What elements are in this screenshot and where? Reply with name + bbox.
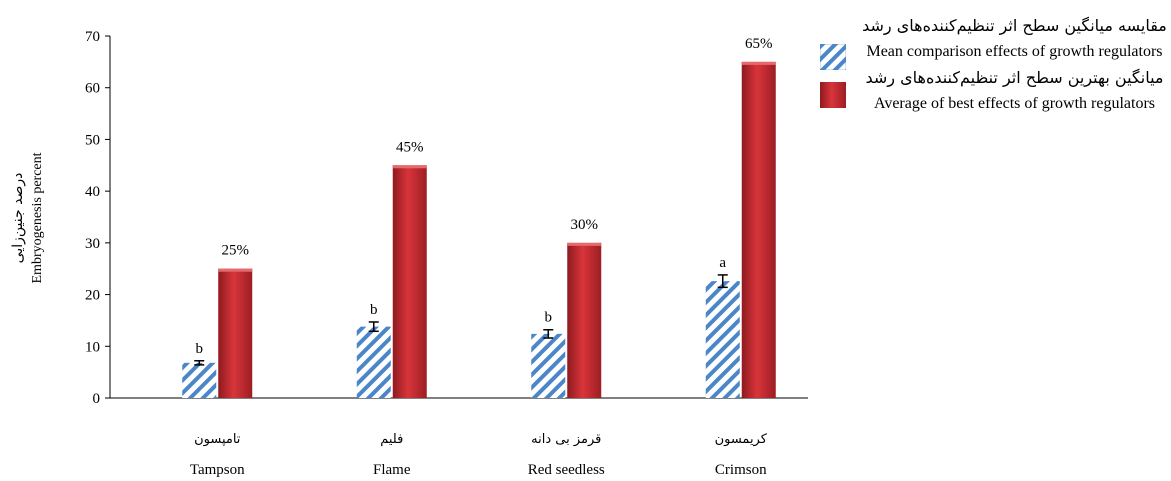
y-axis-label-fa: درصد جنین‌زایی xyxy=(10,173,26,264)
bar-best-top-highlight xyxy=(218,268,253,272)
significance-label: b xyxy=(370,302,378,318)
y-tick-label: 50 xyxy=(85,132,100,148)
bar-best xyxy=(392,165,427,398)
bars: b 25% b 45% b 30% a 65% xyxy=(182,36,776,398)
bar-best-top-highlight xyxy=(741,61,776,65)
percent-label: 30% xyxy=(571,217,599,233)
significance-label: b xyxy=(196,341,204,357)
bar-mean xyxy=(705,281,740,398)
legend-mean-fa: مقایسه میانگین سطح اثر تنظیم‌کننده‌های ر… xyxy=(862,16,1167,35)
category-labels: تامپسون Tampson فلیم Flame قرمز بی دانه Red s… xyxy=(190,432,768,478)
percent-label: 45% xyxy=(396,139,424,155)
y-tick-label: 10 xyxy=(85,339,100,355)
bar-best xyxy=(567,242,602,398)
axes xyxy=(105,35,808,399)
category-label-en: Tampson xyxy=(190,462,245,478)
y-tick-labels: 0 10 20 30 40 50 60 70 xyxy=(85,29,100,407)
bar-chart: 0 10 20 30 40 50 60 70 b 25% b 45% b 30% a 65% تامپسون… xyxy=(10,29,808,478)
y-tick-label: 20 xyxy=(85,288,100,304)
category-label-en: Red seedless xyxy=(528,462,605,478)
bar-mean xyxy=(356,326,391,398)
bar-best xyxy=(218,268,253,398)
category-label-fa: فلیم xyxy=(380,432,403,447)
legend-best-en: Average of best effects of growth regula… xyxy=(873,95,1156,112)
y-tick-label: 70 xyxy=(85,29,100,45)
category-label-en: Flame xyxy=(373,462,411,478)
legend: مقایسه میانگین سطح اثر تنظیم‌کننده‌های ر… xyxy=(820,10,1171,114)
category-label-fa: تامپسون xyxy=(194,432,241,447)
bar-best-top-highlight xyxy=(392,165,427,169)
significance-label: b xyxy=(545,310,553,326)
bar-mean xyxy=(531,333,566,398)
significance-label: a xyxy=(719,255,726,271)
y-tick-label: 60 xyxy=(85,81,100,97)
percent-label: 65% xyxy=(745,36,773,52)
category-label-fa: کریمسون xyxy=(715,432,768,447)
bar-best xyxy=(741,61,776,398)
legend-mean-en: Mean comparison effects of growth regula… xyxy=(866,43,1163,60)
legend-entry-mean: مقایسه میانگین سطح اثر تنظیم‌کننده‌های ر… xyxy=(820,10,1171,70)
legend-best-fa: میانگین بهترین سطح اثر تنظیم‌کننده‌های ر… xyxy=(865,68,1164,87)
legend-entry-best: میانگین بهترین سطح اثر تنظیم‌کننده‌های ر… xyxy=(820,62,1171,114)
legend-swatch-hatched xyxy=(820,44,846,70)
bar-best-top-highlight xyxy=(567,242,602,246)
y-tick-label: 30 xyxy=(85,236,100,252)
y-tick-label: 0 xyxy=(93,391,101,407)
percent-label: 25% xyxy=(222,243,250,259)
y-axis-label: درصد جنین‌زایی Embryogenesis percent xyxy=(10,152,45,283)
bar-mean xyxy=(182,362,217,398)
y-axis-label-en: Embryogenesis percent xyxy=(30,152,45,283)
legend-swatch-red xyxy=(820,82,846,108)
category-label-en: Crimson xyxy=(715,462,767,478)
y-tick-label: 40 xyxy=(85,184,100,200)
category-label-fa: قرمز بی دانه xyxy=(531,432,601,447)
